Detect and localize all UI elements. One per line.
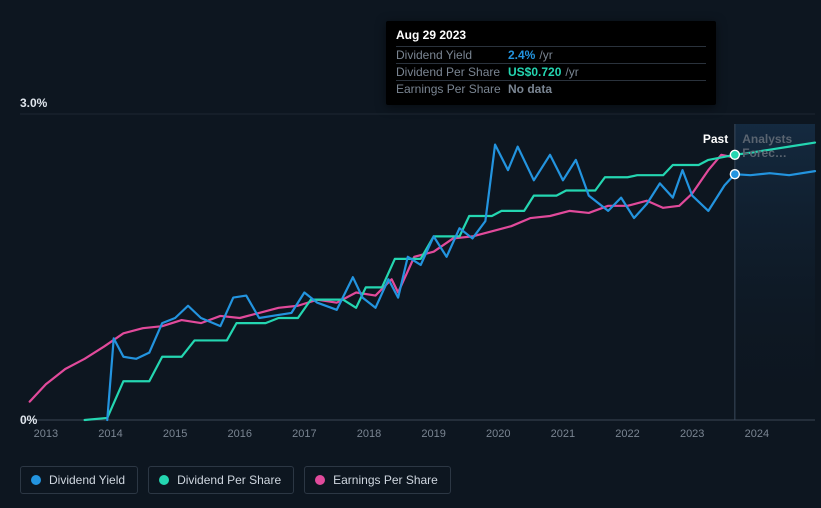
x-tick-label: 2020 <box>486 428 510 440</box>
past-label: Past <box>703 132 728 160</box>
tooltip-value: US$0.720 <box>508 65 561 79</box>
tooltip-date: Aug 29 2023 <box>396 28 706 42</box>
tooltip-key: Dividend Per Share <box>396 65 508 79</box>
x-tick-label: 2017 <box>292 428 316 440</box>
tooltip-row: Dividend Per ShareUS$0.720/yr <box>396 63 706 80</box>
tooltip-value: 2.4% <box>508 48 535 62</box>
hover-tooltip: Aug 29 2023 Dividend Yield2.4%/yrDividen… <box>386 21 716 105</box>
tooltip-row: Dividend Yield2.4% /yr <box>396 46 706 63</box>
x-tick-label: 2022 <box>615 428 639 440</box>
x-tick-label: 2018 <box>357 428 381 440</box>
x-tick-label: 2023 <box>680 428 704 440</box>
past-future-labels: Past Analysts Forec… <box>703 132 821 160</box>
legend-item-dividend-yield[interactable]: Dividend Yield <box>20 466 138 494</box>
tooltip-value: No data <box>508 82 552 96</box>
tooltip-unit: /yr <box>539 48 552 62</box>
legend-item-earnings-per-share[interactable]: Earnings Per Share <box>304 466 451 494</box>
legend-dot-icon <box>159 475 169 485</box>
x-tick-label: 2014 <box>98 428 122 440</box>
legend-dot-icon <box>315 475 325 485</box>
x-tick-label: 2015 <box>163 428 187 440</box>
x-tick-label: 2021 <box>551 428 575 440</box>
tooltip-unit: /yr <box>565 65 578 79</box>
tooltip-key: Earnings Per Share <box>396 82 508 96</box>
legend-label: Dividend Per Share <box>177 473 281 487</box>
legend-label: Earnings Per Share <box>333 473 438 487</box>
y-tick-label: 0% <box>20 413 37 427</box>
y-tick-label: 3.0% <box>20 96 47 110</box>
x-tick-label: 2024 <box>745 428 769 440</box>
tooltip-rows: Dividend Yield2.4%/yrDividend Per ShareU… <box>396 46 706 97</box>
x-tick-label: 2019 <box>421 428 445 440</box>
dividend-chart: Aug 29 2023 Dividend Yield2.4%/yrDividen… <box>0 0 821 508</box>
tooltip-key: Dividend Yield <box>396 48 508 62</box>
legend-dot-icon <box>31 475 41 485</box>
legend-label: Dividend Yield <box>49 473 125 487</box>
legend: Dividend Yield Dividend Per Share Earnings… <box>20 466 451 494</box>
tooltip-row: Earnings Per ShareNo data <box>396 80 706 97</box>
future-label: Analysts Forec… <box>742 132 821 160</box>
legend-item-dividend-per-share[interactable]: Dividend Per Share <box>148 466 294 494</box>
x-tick-label: 2016 <box>228 428 252 440</box>
x-tick-label: 2013 <box>34 428 58 440</box>
